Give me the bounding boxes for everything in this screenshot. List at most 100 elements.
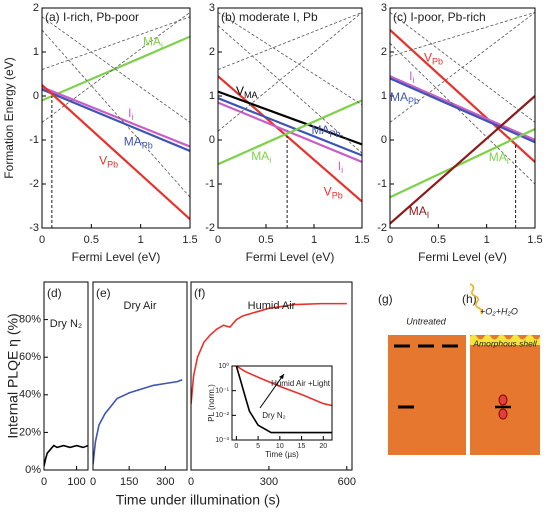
guide-line [218,25,362,154]
y-tick-label: 0 [381,134,387,146]
label-sub: Pb [332,191,343,201]
label-sub: i [161,41,163,51]
y-tick-label: -2 [29,178,39,190]
legend-label: Dry N₂ [262,411,286,420]
y-tick-label: -1 [377,178,387,190]
series-line [390,75,535,142]
x-axis-label: Time under illumination (s) [116,492,280,508]
guide-line [42,12,190,123]
orbital [498,394,508,406]
annotation: +O₂+H₂O [480,306,518,316]
y-axis-label: Formation Energy (eV) [2,57,16,178]
series-label: VPb [99,154,118,170]
caption: Amorphous shell [472,338,537,348]
label-sub: i [507,156,509,166]
label-main: I [338,159,341,173]
plot-area [235,366,332,434]
y-tick-label: 10⁰ [218,362,229,370]
label-main: I [409,69,412,83]
label-sub: I [427,210,430,220]
guide-line [218,12,362,132]
shell [470,334,540,345]
frame [389,7,536,229]
series-label: Ii [128,106,133,122]
x-tick-label: 0 [188,476,194,488]
label-main: MA [124,135,142,149]
series-line [42,86,190,148]
frame [92,281,188,471]
y-tick-label: 2 [209,46,215,58]
annotation: Dry Air [124,300,157,312]
x-tick-label: 1.5 [182,234,197,246]
annotation: Humid Air [248,300,296,312]
arrow [259,373,285,409]
y-tick-label: 1 [209,90,215,102]
y-tick-label: 2 [381,46,387,58]
x-tick-label: 300 [260,476,278,488]
guide-line [42,29,190,198]
series-line [235,366,332,434]
x-tick-label: 300 [156,476,174,488]
label-sub: i [341,165,343,175]
crystal [388,335,466,455]
y-axis-label: Internal PLQE η (%) [5,313,21,438]
crystal [470,335,540,455]
label-main: V [99,154,107,168]
panel-title: (c) I-poor, Pb-rich [393,10,486,24]
panel-label: (g) [378,292,393,306]
series-line [93,379,183,465]
y-tick-label: 60% [19,351,41,363]
x-tick-label: 1 [311,234,317,246]
series-line [42,84,190,221]
label-sub: Pb [432,57,443,67]
label-sub: Pb [142,141,153,151]
label-main: V [324,185,332,199]
x-tick-label: 0 [39,234,45,246]
panel-title: (f) [194,286,205,300]
y-tick-label: 3 [381,2,387,14]
x-axis-label: Time (µs) [265,450,299,459]
frame [190,281,353,471]
series-label: MAPb [311,123,340,139]
series-line [44,444,88,467]
x-tick-label: 0 [90,476,96,488]
plot-area [93,379,183,465]
series-line [390,128,535,199]
series-label: MAi [143,35,163,51]
series-line [218,99,362,166]
series-line [42,35,190,102]
diagram: (g) Untreated (h) +O₂+H₂O Amorphous shel… [378,283,540,455]
x-tick-label: 100 [67,476,85,488]
panel-title: (b) moderate I, Pb [221,10,318,24]
panel-label: (h) [462,292,477,306]
y-tick-label: 10⁻¹ [215,388,229,395]
x-tick-label: 1 [484,234,490,246]
plot-area [42,12,190,228]
series-label: MAI [409,204,430,220]
x-axis-label: Fermi Level (eV) [418,250,507,264]
x-tick-label: 15 [298,443,306,450]
x-axis-label: Fermi Level (eV) [72,250,161,264]
x-tick-label: 0 [41,476,47,488]
label-main: MA [311,123,329,137]
panel-title: (e) [96,286,111,300]
series-line [191,302,347,405]
y-tick-label: 10⁻² [215,412,229,419]
orbital [498,408,508,420]
x-tick-label: 1.5 [527,234,542,246]
x-tick-label: 0 [387,234,393,246]
plot-area [191,302,347,405]
plot-area [218,12,362,228]
series-label: MAPb [390,90,419,106]
guide-line [218,12,362,70]
label-sub: Pb [329,129,340,139]
frame [41,7,191,229]
x-tick-label: 20 [319,443,327,450]
x-tick-label: 0.5 [431,234,446,246]
panel-title: (a) I-rich, Pb-poor [45,10,139,24]
series-label: VPb [424,51,443,67]
annotation: Dry N₂ [50,318,82,330]
x-axis-label: Fermi Level (eV) [246,250,335,264]
